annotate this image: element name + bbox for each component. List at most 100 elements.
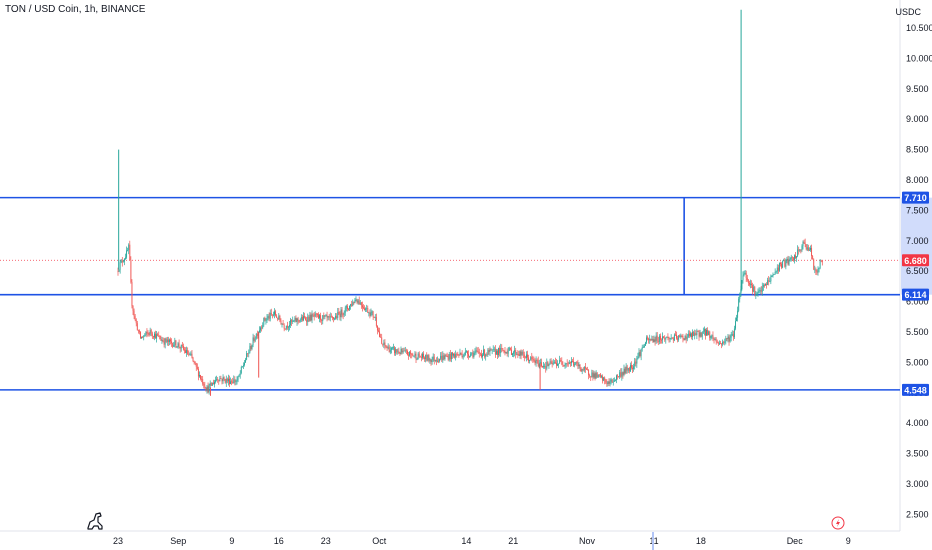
candle-body <box>249 346 251 353</box>
candle-body <box>426 354 428 361</box>
candle-body <box>465 351 467 353</box>
candle-body <box>643 345 645 348</box>
candle-body <box>327 316 329 318</box>
candle-body <box>137 330 139 332</box>
candle-body <box>725 338 727 342</box>
candle-body <box>523 354 525 358</box>
candle-body <box>682 336 684 339</box>
candle-body <box>298 320 300 322</box>
candle-body <box>247 353 249 355</box>
candle-body <box>592 372 594 378</box>
candle-body <box>163 341 165 345</box>
candle-body <box>747 280 749 284</box>
candle-body <box>322 315 324 322</box>
candle-body <box>410 351 412 355</box>
currency-label[interactable]: USDC <box>895 7 921 17</box>
symbol-title[interactable]: TON / USD Coin, 1h, BINANCE <box>5 4 146 15</box>
candle-body <box>323 315 325 317</box>
candle-body <box>476 350 478 352</box>
candle-body <box>175 340 177 347</box>
candle-body <box>295 317 297 322</box>
candle-body <box>497 350 498 355</box>
candle-body <box>703 328 705 332</box>
candle-body <box>448 353 450 360</box>
candle-body <box>718 343 720 345</box>
candle-body <box>501 348 503 349</box>
candle-body <box>637 356 639 359</box>
candle-body <box>665 337 667 340</box>
candle-body <box>510 349 512 356</box>
candle-body <box>455 354 457 358</box>
x-tick-label: 23 <box>321 536 331 546</box>
candle-body <box>762 285 764 287</box>
candle-body <box>752 285 754 292</box>
candle-body <box>153 333 155 338</box>
candle-body <box>607 381 609 385</box>
candle-body <box>668 337 670 339</box>
candle-body <box>495 350 497 355</box>
candle-body <box>770 276 772 282</box>
candle-body <box>308 316 310 321</box>
candle-body <box>277 317 279 320</box>
candle-body <box>272 314 274 316</box>
last-price-tag <box>902 254 929 267</box>
candle-body <box>483 349 485 355</box>
candle-body <box>799 249 801 251</box>
candle-body <box>289 325 290 327</box>
candle-body <box>177 343 179 347</box>
candle-body <box>528 357 530 362</box>
candle-body <box>229 378 230 385</box>
candle-body <box>674 334 676 336</box>
candle-body <box>640 348 642 356</box>
candle-body <box>328 316 330 318</box>
candle-body <box>536 359 538 361</box>
candle-body <box>390 347 392 350</box>
candle-body <box>587 369 588 371</box>
candle-body <box>800 249 802 251</box>
candle-body <box>196 366 198 369</box>
candle-body <box>669 338 671 340</box>
candle-body <box>143 335 145 338</box>
candle-body <box>174 340 176 346</box>
candle-body <box>140 331 141 339</box>
candle-body <box>365 308 367 311</box>
candle-body <box>768 280 770 282</box>
candle-body <box>527 354 528 358</box>
x-tick-label: 18 <box>696 536 706 546</box>
candle-body <box>304 316 305 318</box>
price-range-highlight <box>901 197 932 295</box>
candle-body <box>518 354 520 356</box>
candle-body <box>548 364 550 367</box>
candle-body <box>688 333 690 336</box>
candle-body <box>305 317 307 320</box>
candle-body <box>598 374 600 376</box>
candle-body <box>596 372 598 378</box>
candle-body <box>785 260 787 267</box>
candle-body <box>633 366 635 370</box>
candle-body <box>566 363 568 364</box>
candle-body <box>489 349 491 352</box>
candle-body <box>720 343 721 345</box>
dinosaur-icon[interactable] <box>87 512 103 530</box>
candle-body <box>278 315 280 320</box>
candle-body <box>539 362 541 364</box>
candle-body <box>504 350 506 353</box>
candle-body <box>680 335 682 338</box>
candle-body <box>618 376 620 377</box>
lightning-icon[interactable] <box>831 516 845 530</box>
candle-body <box>421 353 423 358</box>
candle-body <box>696 330 698 336</box>
candle-body <box>164 338 166 345</box>
candle-body <box>699 332 701 337</box>
candle-body <box>792 257 794 261</box>
candle-body <box>188 354 190 356</box>
candle-body <box>244 362 245 366</box>
candle-body <box>760 290 762 292</box>
candle-body <box>543 366 545 367</box>
candle-body <box>449 353 451 359</box>
candle-body <box>740 289 742 297</box>
candle-body <box>444 355 446 360</box>
level-price-tag <box>902 191 929 204</box>
candle-body <box>715 339 717 342</box>
